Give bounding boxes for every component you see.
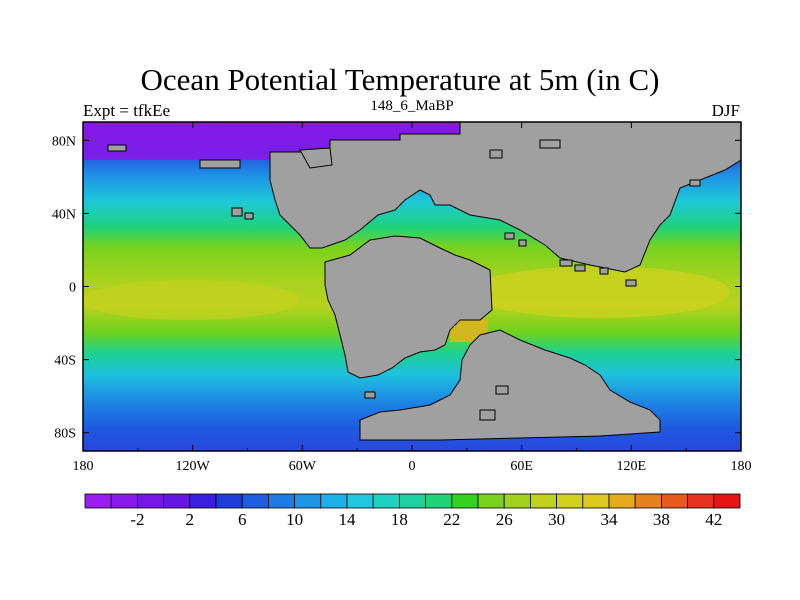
colorbar-box bbox=[294, 493, 322, 509]
colorbar-label: -2 bbox=[130, 510, 144, 529]
land-masses bbox=[107, 122, 741, 441]
colorbar-box bbox=[84, 493, 112, 509]
colorbar: -2 2 6 10 14 18 22 26 30 34 38 42 bbox=[84, 493, 741, 529]
x-tick-label: 0 bbox=[409, 459, 416, 474]
y-tick-label: 0 bbox=[69, 281, 76, 296]
colorbar-label: 22 bbox=[443, 510, 460, 529]
colorbar-box bbox=[425, 493, 453, 509]
colorbar-box bbox=[398, 493, 426, 509]
colorbar-box bbox=[687, 493, 715, 509]
y-tick-label: 40S bbox=[54, 354, 76, 369]
colorbar-box bbox=[372, 493, 400, 509]
colorbar-box bbox=[163, 493, 191, 509]
x-tick-label: 180 bbox=[731, 459, 752, 474]
colorbar-box bbox=[451, 493, 479, 509]
season-label: DJF bbox=[711, 101, 740, 120]
colorbar-box bbox=[136, 493, 164, 509]
x-axis: 180 120W 60W 0 60E 120E 180 bbox=[73, 122, 752, 474]
colorbar-label: 34 bbox=[601, 510, 619, 529]
y-tick-label: 80N bbox=[52, 134, 76, 149]
colorbar-label: 30 bbox=[548, 510, 565, 529]
y-tick-label: 40N bbox=[52, 207, 76, 222]
colorbar-label: 26 bbox=[496, 510, 513, 529]
x-tick-label: 120E bbox=[617, 459, 647, 474]
x-tick-label: 180 bbox=[73, 459, 94, 474]
colorbar-box bbox=[215, 493, 243, 509]
colorbar-box bbox=[608, 493, 636, 509]
x-tick-label: 60E bbox=[510, 459, 533, 474]
colorbar-box bbox=[530, 493, 558, 509]
experiment-label: Expt = tfkEe bbox=[83, 101, 171, 120]
colorbar-box bbox=[713, 493, 741, 509]
x-tick-label: 120W bbox=[176, 459, 211, 474]
colorbar-box bbox=[189, 493, 217, 509]
colorbar-box bbox=[267, 493, 295, 509]
colorbar-box bbox=[634, 493, 662, 509]
y-axis: 80N 40N 0 40S 80S bbox=[52, 134, 741, 442]
colorbar-box bbox=[346, 493, 374, 509]
colorbar-box bbox=[110, 493, 138, 509]
colorbar-box bbox=[503, 493, 531, 509]
colorbar-box bbox=[241, 493, 269, 509]
colorbar-label: 18 bbox=[391, 510, 408, 529]
colorbar-label: 10 bbox=[286, 510, 303, 529]
colorbar-box bbox=[320, 493, 348, 509]
colorbar-label: 6 bbox=[238, 510, 247, 529]
colorbar-box bbox=[556, 493, 584, 509]
colorbar-label: 38 bbox=[653, 510, 670, 529]
colorbar-box bbox=[582, 493, 610, 509]
colorbar-box bbox=[661, 493, 689, 509]
colorbar-label: 42 bbox=[705, 510, 722, 529]
y-tick-label: 80S bbox=[54, 427, 76, 442]
colorbar-box bbox=[477, 493, 505, 509]
x-tick-label: 60W bbox=[289, 459, 317, 474]
colorbar-label: 14 bbox=[339, 510, 357, 529]
map-title: Ocean Potential Temperature at 5m (in C) bbox=[140, 62, 660, 97]
colorbar-label: 2 bbox=[186, 510, 195, 529]
period-label: 148_6_MaBP bbox=[370, 98, 454, 114]
